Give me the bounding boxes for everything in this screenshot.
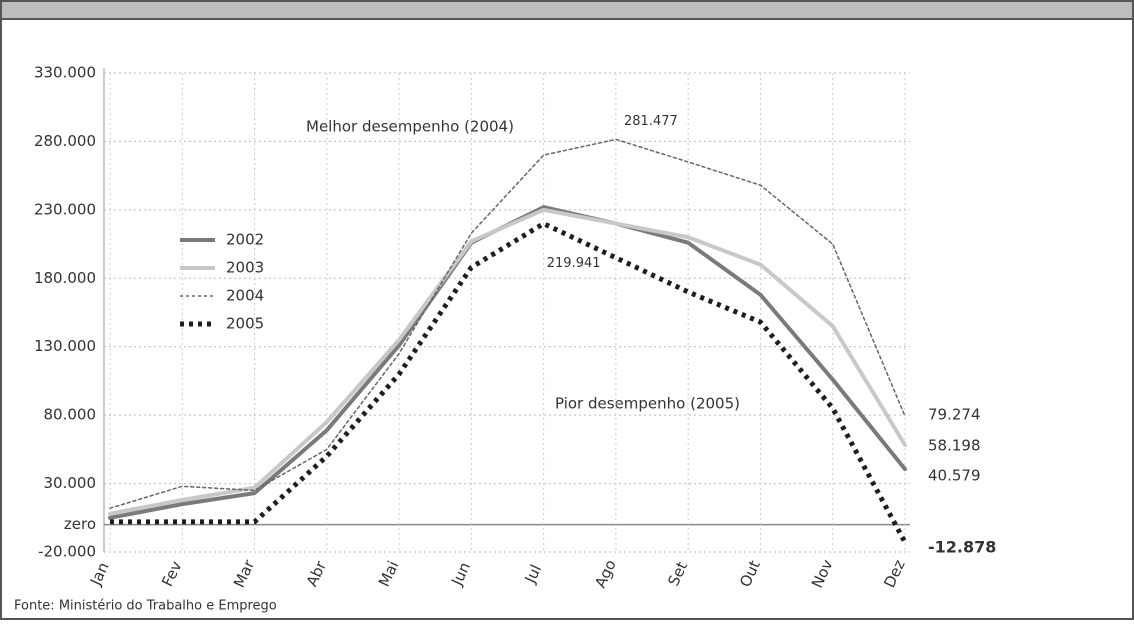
legend-label: 2005 [226,315,264,333]
y-tick-label: 280.000 [34,132,96,150]
y-tick-label: zero [64,515,96,533]
y-tick-label: 330.000 [34,64,96,82]
y-tick-label: 80.000 [44,406,97,424]
y-tick-label: 130.000 [34,337,96,355]
value-label: 281.477 [624,114,678,129]
value-label: 79.274 [928,406,981,424]
value-label: 219.941 [547,256,601,271]
y-tick-label: 230.000 [34,200,96,218]
legend-label: 2003 [226,259,264,277]
annotation: Melhor desempenho (2004) [306,118,514,136]
annotation: Pior desempenho (2005) [555,395,740,413]
y-tick-label: 180.000 [34,269,96,287]
value-label: 58.198 [928,437,981,455]
value-label: 40.579 [928,467,981,485]
value-label: -12.878 [928,538,996,557]
source: Fonte: Ministério do Trabalho e Emprego [14,599,277,614]
legend-label: 2002 [226,231,264,249]
frame [1,1,1133,619]
header-band [1,1,1133,19]
y-tick-label: -20.000 [38,543,96,561]
page: Melhor desempenho (2004) Pior desempenho… [0,0,1134,624]
legend-label: 2004 [226,287,264,305]
y-tick-label: 30.000 [44,474,97,492]
chart: Melhor desempenho (2004) Pior desempenho… [0,0,1134,620]
